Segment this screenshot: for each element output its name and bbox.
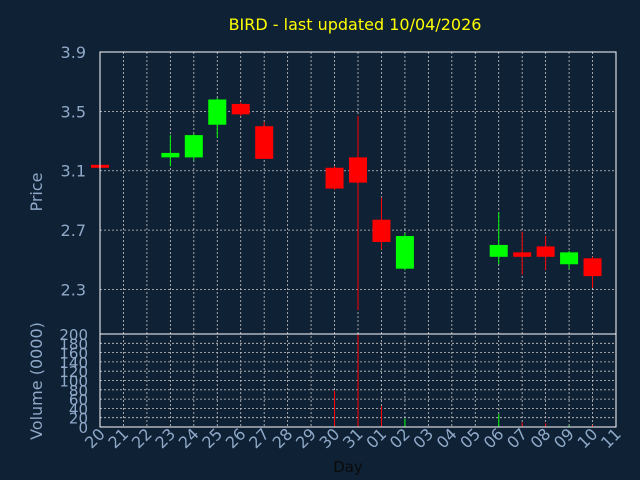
candle	[372, 197, 391, 250]
candle	[560, 250, 579, 269]
candle-body	[583, 258, 602, 277]
volume-y-tick-label: 140	[59, 354, 88, 372]
chart-title: BIRD - last updated 10/04/2026	[229, 15, 482, 34]
x-axis-label: Day	[333, 458, 363, 476]
price-y-tick-label: 3.9	[61, 43, 86, 62]
candlesticks	[91, 98, 602, 311]
candle-body	[513, 252, 532, 257]
candle	[583, 256, 602, 288]
volume-bars	[334, 334, 594, 427]
candle	[231, 102, 250, 116]
volume-y-tick-label: 60	[69, 391, 88, 409]
price-y-tick-label: 3.5	[61, 102, 86, 121]
price-y-tick-labels: 2.3 2.7 3.1 3.5 3.9	[61, 43, 86, 299]
volume-axis-label: Volume (0000)	[27, 322, 46, 440]
candle	[255, 121, 274, 159]
x-gridlines	[123, 52, 593, 427]
candle	[161, 135, 180, 167]
volume-y-tick-label: 160	[59, 345, 88, 363]
volume-y-tick-label: 100	[59, 373, 88, 391]
volume-y-tick-label: 120	[59, 363, 88, 381]
price-y-tick-label: 2.7	[61, 221, 86, 240]
volume-y-tick-label: 40	[69, 400, 88, 418]
candle	[489, 212, 508, 265]
candle-body	[536, 246, 555, 257]
x-tick-label: 11	[597, 424, 625, 452]
candle-body	[161, 152, 180, 158]
candle	[513, 231, 532, 275]
candle-body	[325, 167, 344, 189]
candle-body	[255, 126, 274, 159]
candle	[395, 233, 414, 271]
candle	[325, 166, 344, 191]
price-y-tick-label: 2.3	[61, 280, 86, 299]
candle-body	[560, 252, 579, 265]
x-tick-labels: 2021222324252627282930310102030405060708…	[81, 424, 625, 452]
candle-body	[184, 135, 203, 158]
volume-y-tick-label: 180	[59, 335, 88, 353]
candle-body	[395, 236, 414, 269]
volume-y-tick-label: 200	[59, 326, 88, 344]
candle	[536, 236, 555, 271]
candle-body	[231, 103, 250, 115]
candle-body	[372, 219, 391, 242]
price-axis-label: Price	[27, 172, 46, 211]
volume-panel-frame	[99, 333, 617, 428]
volume-y-tick-label: 80	[69, 382, 88, 400]
price-y-tick-label: 3.1	[61, 162, 86, 181]
candle	[184, 133, 203, 161]
candle-body	[489, 244, 508, 257]
candle	[208, 98, 227, 139]
candle	[349, 115, 367, 311]
candle-body	[208, 99, 227, 125]
volume-y-tick-label: 0	[78, 419, 88, 437]
volume-y-tick-label: 20	[69, 410, 88, 428]
candle-body	[349, 157, 367, 183]
